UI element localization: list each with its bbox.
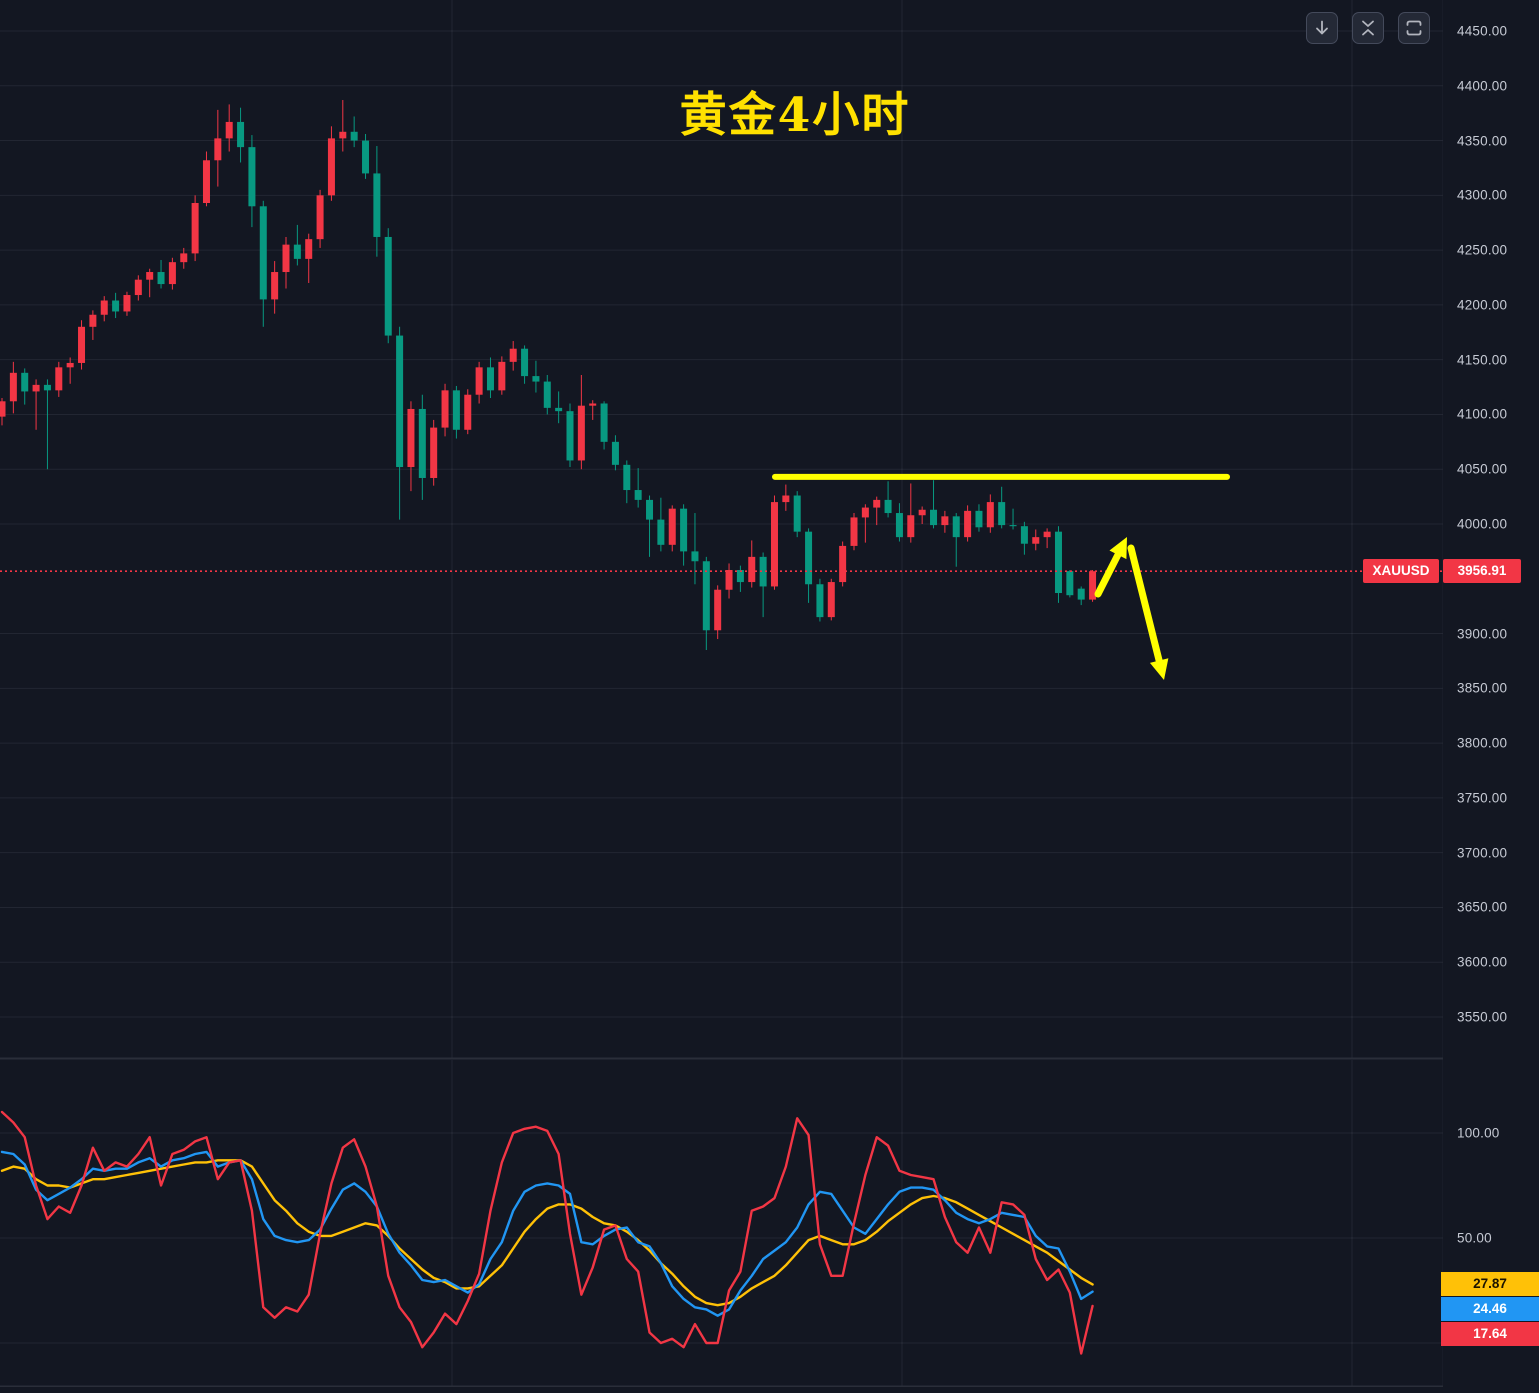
symbol-label: XAUUSD — [1363, 559, 1439, 584]
price-tick-label: 4150.00 — [1457, 352, 1508, 368]
indicator-tick-label: 100.00 — [1457, 1125, 1500, 1141]
kdj-k-value-label: 24.46 — [1441, 1297, 1539, 1321]
price-tick-label: 4000.00 — [1457, 516, 1508, 532]
maximize-pane-button[interactable] — [1398, 12, 1430, 44]
price-tick-label: 4100.00 — [1457, 406, 1508, 422]
chart-title: 黄金4小时 — [679, 88, 911, 143]
chevrons-inward-icon — [1362, 20, 1374, 36]
price-tick-label: 4200.00 — [1457, 297, 1508, 313]
price-tick-label: 4400.00 — [1457, 78, 1508, 94]
kdj-d-value-label: 27.87 — [1441, 1272, 1539, 1296]
price-tick-label: 3650.00 — [1457, 899, 1508, 915]
price-tick-label: 3900.00 — [1457, 626, 1508, 642]
indicator-tick-label: 50.00 — [1457, 1230, 1492, 1246]
price-tick-label: 4450.00 — [1457, 23, 1508, 39]
arrow-down-icon — [1316, 20, 1328, 35]
price-tick-label: 3750.00 — [1457, 790, 1508, 806]
square-brackets-icon — [1406, 20, 1422, 36]
price-tick-label: 3550.00 — [1457, 1009, 1508, 1025]
price-tick-label: 3850.00 — [1457, 680, 1508, 696]
price-tick-label: 4050.00 — [1457, 461, 1508, 477]
kdj-j-value-label: 17.64 — [1441, 1322, 1539, 1346]
collapse-panes-button[interactable] — [1352, 12, 1384, 44]
price-tick-label: 4350.00 — [1457, 133, 1508, 149]
time-axis[interactable] — [0, 1387, 1539, 1393]
price-tick-label: 3800.00 — [1457, 735, 1508, 751]
price-axis[interactable]: 4450.00 4400.00 4350.00 4300.00 4250.00 4200.… — [1443, 0, 1539, 1393]
price-tick-label: 3700.00 — [1457, 845, 1508, 861]
price-tick-label: 4250.00 — [1457, 242, 1508, 258]
price-tick-label: 3600.00 — [1457, 954, 1508, 970]
price-tick-label: 4300.00 — [1457, 187, 1508, 203]
scroll-to-recent-button[interactable] — [1306, 12, 1338, 44]
last-price-label: 3956.91 — [1443, 559, 1521, 584]
